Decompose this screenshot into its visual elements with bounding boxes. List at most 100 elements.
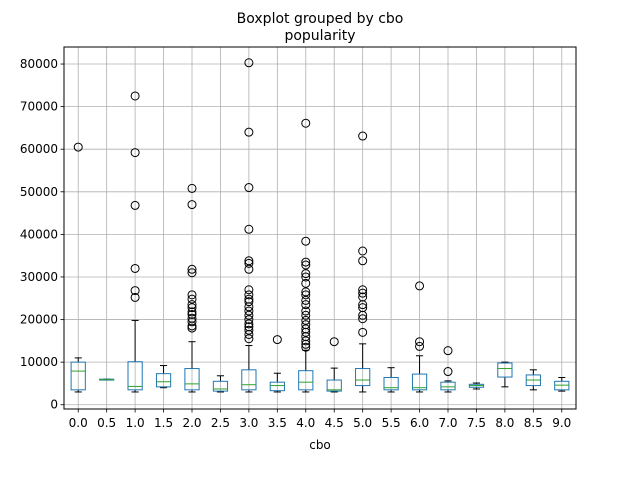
outlier-point xyxy=(415,281,425,291)
outlier-point xyxy=(244,58,254,68)
box xyxy=(269,381,285,392)
y-tick-label: 30000 xyxy=(20,270,58,284)
outlier-point xyxy=(244,256,254,266)
outlier-point xyxy=(301,320,311,330)
x-tick-label: 3.0 xyxy=(239,416,258,430)
outlier-point xyxy=(244,319,254,329)
box xyxy=(440,381,456,391)
outlier-point xyxy=(272,335,282,345)
outlier-point xyxy=(301,295,311,305)
box xyxy=(383,376,399,391)
outlier-point xyxy=(301,269,311,279)
box xyxy=(326,379,342,392)
y-tick-label: 80000 xyxy=(20,57,58,71)
outlier-point xyxy=(301,310,311,320)
x-axis-label: cbo xyxy=(309,438,331,452)
box-layer xyxy=(70,58,570,393)
outlier-point xyxy=(358,327,368,337)
outlier-point xyxy=(244,294,254,304)
y-tick-label: 20000 xyxy=(20,313,58,327)
x-tick-label: 6.0 xyxy=(410,416,429,430)
box xyxy=(411,373,428,391)
box xyxy=(155,373,172,388)
outlier-point xyxy=(443,346,453,356)
suptitle: Boxplot grouped by cbo xyxy=(237,11,404,27)
x-tick-label: 0.0 xyxy=(69,416,88,430)
outlier-point xyxy=(301,290,311,300)
outlier-point xyxy=(187,294,197,304)
outlier-point xyxy=(244,325,254,335)
x-tick-label: 8.0 xyxy=(495,416,514,430)
outlier-point xyxy=(244,224,254,234)
outlier-point xyxy=(187,268,197,278)
x-tick-label: 1.5 xyxy=(154,416,173,430)
outlier-point xyxy=(301,342,311,352)
box xyxy=(298,370,314,391)
y-tick-label: 10000 xyxy=(20,355,58,369)
box xyxy=(127,361,143,391)
plot-frame xyxy=(63,46,577,410)
x-tick-label: 1.0 xyxy=(126,416,145,430)
outlier-point xyxy=(244,285,254,295)
outlier-point xyxy=(301,324,311,334)
outlier-point xyxy=(415,337,425,347)
x-tick-label: 2.5 xyxy=(211,416,230,430)
grid-layer xyxy=(64,47,576,409)
outlier-point xyxy=(187,303,197,313)
outlier-point xyxy=(358,288,368,298)
outlier-point xyxy=(301,260,311,270)
outlier-point xyxy=(358,131,368,141)
outlier-point xyxy=(301,306,311,316)
outlier-point xyxy=(130,263,140,273)
outlier-point xyxy=(244,310,254,320)
outlier-point xyxy=(244,334,254,344)
outlier-point xyxy=(329,337,339,347)
outlier-point xyxy=(301,300,311,310)
outlier-point xyxy=(301,257,311,267)
x-tick-label: 7.5 xyxy=(467,416,486,430)
outlier-point xyxy=(73,142,83,152)
outlier-point xyxy=(244,315,254,325)
outlier-point xyxy=(301,118,311,128)
outlier-point xyxy=(244,322,254,332)
box xyxy=(184,368,200,391)
outlier-point xyxy=(187,200,197,210)
x-tick-label: 2.0 xyxy=(182,416,201,430)
y-tick-label: 0 xyxy=(50,398,58,412)
outlier-point xyxy=(415,341,425,351)
outlier-point xyxy=(187,290,197,300)
y-tick-label: 70000 xyxy=(20,100,58,114)
outlier-point xyxy=(244,306,254,316)
outlier-point xyxy=(130,286,140,296)
outlier-point xyxy=(244,258,254,268)
outlier-point xyxy=(244,264,254,274)
x-tick-label: 0.5 xyxy=(97,416,116,430)
box xyxy=(212,380,229,392)
plot-title: popularity xyxy=(284,28,355,44)
outlier-point xyxy=(130,200,140,210)
x-tick-label: 3.5 xyxy=(268,416,287,430)
outlier-point xyxy=(130,292,140,302)
outlier-point xyxy=(187,309,197,319)
outlier-point xyxy=(301,272,311,282)
x-tick-label: 4.5 xyxy=(325,416,344,430)
x-tick-label: 5.5 xyxy=(382,416,401,430)
outlier-point xyxy=(130,148,140,158)
outlier-point xyxy=(187,264,197,274)
outlier-point xyxy=(301,336,311,346)
outlier-point xyxy=(187,300,197,310)
y-tick-label: 60000 xyxy=(20,142,58,156)
outlier-point xyxy=(358,314,368,324)
box xyxy=(241,369,257,391)
outlier-point xyxy=(358,303,368,313)
outlier-point xyxy=(187,183,197,193)
outlier-point xyxy=(187,317,197,327)
outlier-point xyxy=(187,307,197,317)
outlier-point xyxy=(443,367,453,377)
outlier-point xyxy=(358,246,368,256)
box xyxy=(70,361,86,391)
box xyxy=(355,368,371,387)
outlier-point xyxy=(244,290,254,300)
